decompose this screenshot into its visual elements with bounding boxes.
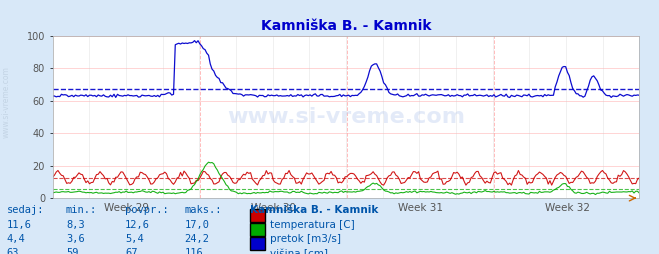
Text: povpr.:: povpr.: xyxy=(125,205,169,215)
Title: Kamniška B. - Kamnik: Kamniška B. - Kamnik xyxy=(261,19,431,33)
Text: www.si-vreme.com: www.si-vreme.com xyxy=(227,107,465,127)
Text: 11,6: 11,6 xyxy=(7,220,32,230)
Text: 17,0: 17,0 xyxy=(185,220,210,230)
Text: 24,2: 24,2 xyxy=(185,234,210,244)
Text: www.si-vreme.com: www.si-vreme.com xyxy=(2,66,11,137)
Text: sedaj:: sedaj: xyxy=(7,205,44,215)
Text: 59: 59 xyxy=(66,248,78,254)
FancyBboxPatch shape xyxy=(250,209,265,221)
FancyBboxPatch shape xyxy=(250,237,265,249)
Text: Kamniška B. - Kamnik: Kamniška B. - Kamnik xyxy=(250,205,379,215)
Text: pretok [m3/s]: pretok [m3/s] xyxy=(270,234,341,244)
Text: maks.:: maks.: xyxy=(185,205,222,215)
Text: 63: 63 xyxy=(7,248,19,254)
Text: 8,3: 8,3 xyxy=(66,220,84,230)
Text: 5,4: 5,4 xyxy=(125,234,144,244)
Text: 67: 67 xyxy=(125,248,138,254)
Text: 116: 116 xyxy=(185,248,203,254)
Text: 12,6: 12,6 xyxy=(125,220,150,230)
Text: 4,4: 4,4 xyxy=(7,234,25,244)
Text: 3,6: 3,6 xyxy=(66,234,84,244)
FancyBboxPatch shape xyxy=(250,223,265,235)
Text: min.:: min.: xyxy=(66,205,97,215)
Text: temperatura [C]: temperatura [C] xyxy=(270,220,355,230)
Text: višina [cm]: višina [cm] xyxy=(270,248,328,254)
